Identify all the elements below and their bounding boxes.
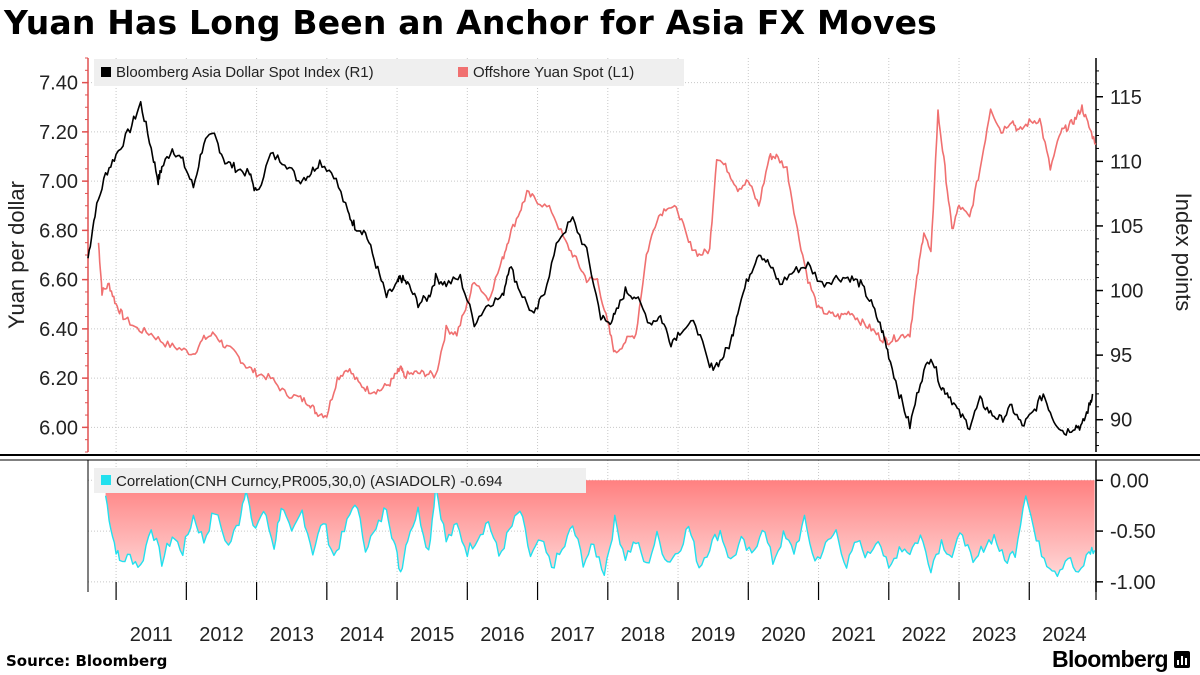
correlation-line	[104, 485, 1096, 578]
correlation-right-axis: 0.00 -0.50 -1.00	[87, 460, 1156, 594]
right-axis-title: Index points	[1171, 193, 1196, 312]
x-tick-label: 2014	[340, 624, 385, 646]
yuan-line	[97, 104, 1097, 419]
correlation-area	[105, 480, 1095, 577]
corr-right-tick-label: -0.50	[1110, 521, 1156, 543]
x-tick-label: 2015	[410, 624, 455, 646]
right-tick-label: 95	[1110, 345, 1132, 367]
x-tick-label: 2020	[761, 624, 806, 646]
bloomberg-logo: Bloomberg	[1052, 646, 1190, 673]
legend-swatch-asia-index	[101, 67, 111, 77]
right-tick-label: 115	[1110, 87, 1142, 109]
right-axis: 90 95 100 105 110 115	[1095, 58, 1143, 452]
legend-swatch-yuan	[458, 67, 468, 77]
right-tick-label: 100	[1110, 281, 1143, 303]
x-axis: 2011 2012 2013 2014 2015 2016 2017 2018 2019 2020…	[115, 582, 1097, 646]
bloomberg-chart-icon	[1174, 651, 1190, 668]
left-tick-label: 6.60	[39, 270, 78, 292]
correlation-layer	[104, 480, 1096, 578]
asia-index-line	[87, 100, 1094, 436]
left-tick-label: 7.40	[39, 73, 78, 95]
source-note: Source: Bloomberg	[6, 652, 168, 670]
legend-label-yuan: Offshore Yuan Spot (L1)	[473, 64, 634, 81]
corr-right-tick-label: -1.00	[1110, 572, 1156, 594]
x-tick-label: 2011	[130, 624, 173, 646]
x-tick-label: 2023	[972, 624, 1017, 646]
x-tick-label: 2012	[199, 624, 244, 646]
left-tick-label: 6.80	[39, 220, 78, 242]
series-layer	[87, 100, 1097, 436]
x-tick-label: 2016	[480, 624, 525, 646]
x-tick-label: 2024	[1042, 624, 1087, 646]
chart-title: Yuan Has Long Been an Anchor for Asia FX…	[4, 3, 937, 42]
legend-swatch-correlation	[101, 475, 111, 485]
legend-label-correlation: Correlation(CNH Curncy,PR005,30,0) (ASIA…	[116, 473, 503, 490]
x-tick-label: 2022	[902, 624, 947, 646]
x-tick-label: 2021	[831, 624, 876, 646]
left-tick-label: 7.20	[39, 122, 78, 144]
right-tick-label: 110	[1110, 151, 1142, 173]
left-tick-label: 6.00	[39, 417, 78, 439]
correlation-legend-background	[94, 468, 586, 493]
left-tick-label: 7.00	[39, 171, 78, 193]
panel-separators	[0, 454, 1200, 461]
legend-label-asia-index: Bloomberg Asia Dollar Spot Index (R1)	[116, 64, 374, 81]
x-tick-label: 2017	[550, 624, 595, 646]
x-tick-label: 2019	[691, 624, 736, 646]
legend-background	[94, 59, 684, 86]
left-tick-label: 6.40	[39, 319, 78, 341]
x-tick-label: 2013	[269, 624, 314, 646]
right-tick-label: 105	[1110, 216, 1143, 238]
left-tick-label: 6.20	[39, 368, 78, 390]
left-axis: 6.00 6.20 6.40 6.60 6.80 7.00 7.20 7.40	[39, 57, 89, 453]
left-axis-title: Yuan per dollar	[4, 181, 29, 329]
corr-right-tick-label: 0.00	[1110, 470, 1149, 492]
brand-name: Bloomberg	[1052, 646, 1169, 672]
x-tick-label: 2018	[621, 624, 666, 646]
right-tick-label: 90	[1110, 410, 1132, 432]
